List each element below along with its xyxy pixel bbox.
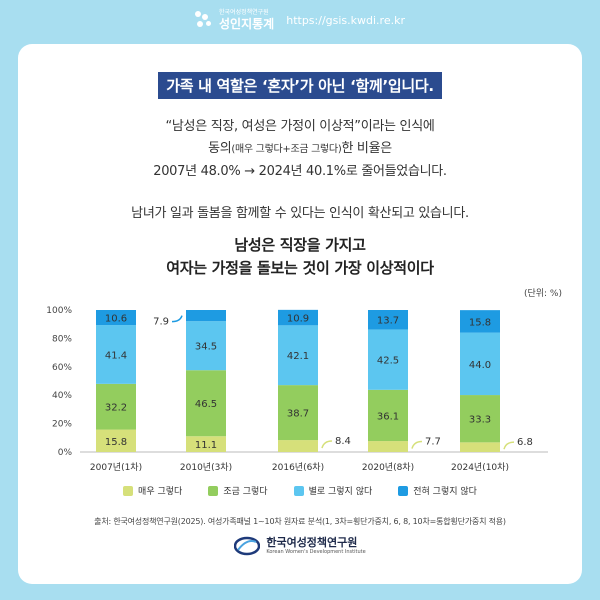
- footer-en: Korean Women's Development Institute: [266, 549, 366, 555]
- bar-segment: [96, 325, 136, 384]
- callout-line: [503, 441, 515, 450]
- brand-logo: 한국여성정책연구원 성인지통계: [195, 10, 274, 30]
- x-category-label: 2010년(3차): [180, 461, 232, 473]
- data-label: 42.1: [287, 351, 309, 362]
- unit-label: (단위: %): [523, 289, 562, 299]
- bar-segment: [460, 332, 500, 396]
- data-label: 34.5: [195, 342, 217, 353]
- y-tick-label: 60%: [52, 363, 72, 373]
- chart-title-line-2: 여자는 가정을 돌보는 것이 가장 이상적이다: [166, 259, 434, 277]
- legend-item: 전혀 그렇지 않다: [398, 484, 477, 497]
- footer-name: 한국여성정책연구원: [266, 536, 358, 549]
- source-note: 출처: 한국여성정책연구원(2025). 여성가족패널 1~10차 원자료 분석…: [94, 517, 506, 526]
- legend-label: 매우 그렇다: [138, 487, 183, 497]
- x-category-label: 2016년(6차): [272, 461, 324, 473]
- data-label: 10.6: [105, 314, 127, 325]
- bar-segment: [186, 310, 226, 322]
- brand-org: 한국여성정책연구원: [219, 9, 269, 16]
- bar-segment: [460, 395, 500, 443]
- top-brand: 한국여성정책연구원 성인지통계 https://gsis.kwdi.re.kr: [0, 0, 600, 40]
- bar-segment: [186, 321, 226, 371]
- bar-segment: [278, 385, 318, 441]
- bar-segment: [368, 329, 408, 390]
- legend-swatch: [398, 485, 409, 496]
- bar-segment: [368, 441, 408, 452]
- chart-title-line-1: 남성은 직장을 가지고: [234, 236, 366, 254]
- data-label: 7.9: [153, 317, 169, 328]
- chart-title: 남성은 직장을 가지고 여자는 가정을 돌보는 것이 가장 이상적이다: [18, 234, 582, 280]
- bar-segment: [278, 440, 318, 452]
- data-label: 15.8: [469, 317, 491, 328]
- legend-label: 조금 그렇다: [223, 487, 268, 497]
- legend-item: 매우 그렇다: [123, 484, 182, 497]
- data-label: 42.5: [377, 356, 399, 367]
- legend-item: 별로 그렇지 않다: [293, 484, 373, 497]
- subline: 남녀가 일과 돌봄을 함께할 수 있다는 인식이 확산되고 있습니다.: [131, 206, 469, 221]
- legend-item: 조금 그렇다: [208, 484, 268, 497]
- callout-line: [171, 315, 183, 323]
- legend: 매우 그렇다 조금 그렇다 별로 그렇지 않다 전혀 그렇지 않다: [18, 484, 582, 497]
- brand-logo-icon: [195, 11, 213, 29]
- intro-line-2b: (매우 그렇다+조금 그렇다): [231, 144, 342, 155]
- data-label: 41.4: [105, 350, 127, 361]
- bar-segment: [460, 442, 500, 452]
- bar-segment: [96, 429, 136, 452]
- data-label: 7.7: [425, 437, 441, 448]
- y-tick-label: 40%: [52, 391, 72, 401]
- x-category-label: 2024년(10차): [451, 461, 509, 473]
- data-label: 38.7: [287, 409, 309, 420]
- headline: 가족 내 역할은 ‘혼자’가 아닌 ‘함께’입니다.: [158, 72, 442, 99]
- brand-url[interactable]: https://gsis.kwdi.re.kr: [286, 13, 405, 27]
- bar-segment: [186, 370, 226, 437]
- data-label: 33.3: [469, 415, 491, 426]
- data-label: 15.8: [105, 437, 127, 448]
- y-tick-label: 0%: [58, 448, 73, 458]
- y-tick-label: 80%: [52, 334, 72, 344]
- data-label: 36.1: [377, 411, 399, 422]
- intro-line-2a: 동의: [208, 141, 232, 156]
- intro-line-1: “남성은 직장, 여성은 가정이 이상적”이라는 인식에: [165, 119, 435, 134]
- brand-name: 성인지통계: [219, 17, 275, 31]
- data-label: 10.9: [287, 314, 309, 325]
- data-label: 11.1: [195, 440, 217, 451]
- data-label: 44.0: [469, 360, 491, 371]
- intro-line-3: 2007년 48.0% → 2024년 40.1%로 줄어들었습니다.: [153, 164, 447, 179]
- x-category-label: 2007년(1차): [90, 461, 142, 473]
- y-tick-label: 20%: [52, 420, 72, 430]
- legend-swatch: [123, 485, 134, 496]
- data-label: 8.4: [335, 436, 351, 447]
- intro-text: “남성은 직장, 여성은 가정이 이상적”이라는 인식에 동의(매우 그렇다+조…: [18, 116, 582, 183]
- data-label: 46.5: [195, 399, 217, 410]
- bar-segment: [460, 310, 500, 333]
- legend-swatch: [208, 485, 219, 496]
- data-label: 13.7: [377, 316, 399, 327]
- footer-logo: 한국여성정책연구원 Korean Women's Development Ins…: [18, 536, 582, 556]
- bar-segment: [186, 436, 226, 452]
- data-label: 6.8: [517, 437, 533, 448]
- bar-segment: [96, 383, 136, 430]
- bar-segment: [96, 310, 136, 326]
- callout-line: [321, 440, 333, 449]
- stacked-bar-chart: 0% 20% 40% 60% 80% 100% 15.8 32.2 41.4 10.6 2007년(…: [46, 306, 548, 473]
- legend-label: 전혀 그렇지 않다: [413, 487, 477, 497]
- callout-line: [411, 440, 423, 449]
- infographic-card: 가족 내 역할은 ‘혼자’가 아닌 ‘함께’입니다. “남성은 직장, 여성은 …: [18, 44, 582, 584]
- data-label: 32.2: [105, 403, 127, 414]
- bar-segment: [368, 310, 408, 330]
- intro-line-2c: 한 비율은: [341, 141, 392, 156]
- bar-segment: [368, 389, 408, 442]
- legend-swatch: [293, 485, 304, 496]
- kwdi-logo-icon: [234, 536, 261, 556]
- x-category-label: 2020년(8차): [362, 461, 414, 473]
- bar-segment: [278, 309, 318, 326]
- legend-label: 별로 그렇지 않다: [308, 487, 373, 497]
- intro-line-2: 동의(매우 그렇다+조금 그렇다)한 비율은: [18, 138, 582, 161]
- y-tick-label: 100%: [46, 306, 72, 316]
- bar-segment: [278, 325, 318, 386]
